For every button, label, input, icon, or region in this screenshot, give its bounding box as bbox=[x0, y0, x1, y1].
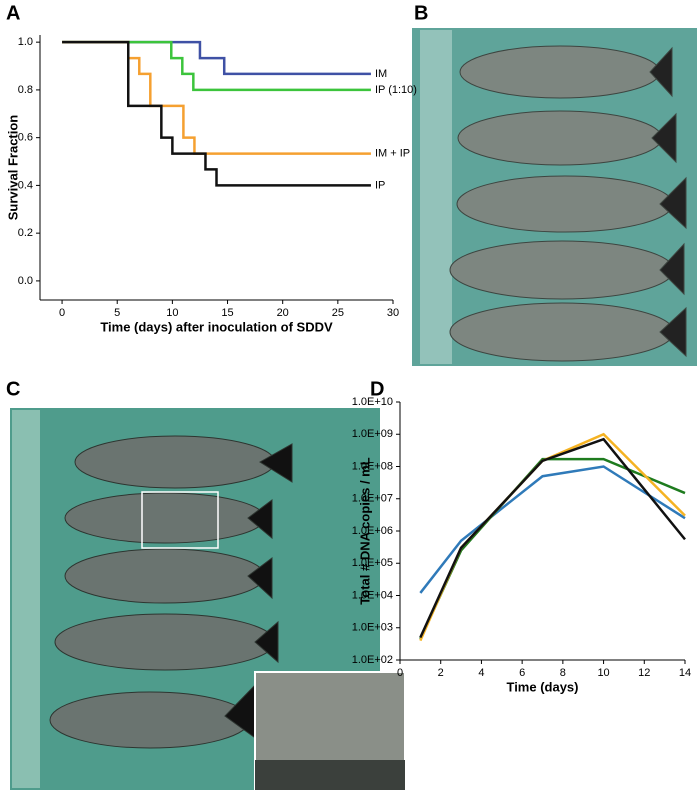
series-line bbox=[62, 40, 371, 187]
y-tick-label: 1.0E+04 bbox=[352, 589, 393, 601]
x-tick-label: 0 bbox=[397, 667, 403, 679]
x-tick-label: 2 bbox=[438, 667, 444, 679]
x-tick-label: 15 bbox=[221, 307, 233, 319]
x-tick-label: 30 bbox=[387, 307, 399, 319]
panel-label: A bbox=[6, 2, 20, 24]
y-axis-label: Survival Fraction bbox=[5, 115, 20, 221]
x-tick-label: 8 bbox=[560, 667, 566, 679]
x-tick-label: 10 bbox=[166, 307, 178, 319]
y-tick-label: 1.0E+08 bbox=[352, 460, 393, 472]
photo-c bbox=[10, 408, 406, 791]
series-line bbox=[419, 465, 686, 594]
panel-label: D bbox=[370, 378, 384, 400]
x-tick-label: 6 bbox=[519, 667, 525, 679]
series-line bbox=[62, 40, 371, 92]
y-tick-label: 1.0E+05 bbox=[352, 557, 393, 569]
x-axis-label: Time (days) after inoculation of SDDV bbox=[100, 319, 333, 334]
y-tick-label: 1.0E+07 bbox=[352, 493, 393, 505]
series-line bbox=[62, 40, 371, 76]
y-tick-label: 1.0E+09 bbox=[352, 428, 393, 440]
y-axis-label: Total # DNA copies / mL bbox=[357, 457, 372, 604]
y-tick-label: 0.0 bbox=[18, 275, 33, 287]
series-line bbox=[419, 432, 686, 642]
y-tick-label: 1.0E+10 bbox=[352, 396, 393, 408]
x-tick-label: 25 bbox=[332, 307, 344, 319]
x-tick-label: 0 bbox=[59, 307, 65, 319]
x-tick-label: 12 bbox=[638, 667, 650, 679]
x-tick-label: 5 bbox=[114, 307, 120, 319]
y-tick-label: 1.0E+06 bbox=[352, 525, 393, 537]
y-tick-label: 0.4 bbox=[18, 179, 33, 191]
x-tick-label: 14 bbox=[679, 667, 691, 679]
y-tick-label: 0.6 bbox=[18, 132, 33, 144]
series-label: IP (1:10) bbox=[375, 84, 417, 96]
y-tick-label: 0.8 bbox=[18, 84, 33, 96]
y-tick-label: 0.2 bbox=[18, 227, 33, 239]
x-tick-label: 20 bbox=[277, 307, 289, 319]
photo-b bbox=[412, 28, 697, 366]
y-tick-label: 1.0 bbox=[18, 36, 33, 48]
panel-label: C bbox=[6, 378, 20, 400]
x-tick-label: 4 bbox=[478, 667, 484, 679]
series-label: IP bbox=[375, 179, 385, 191]
x-axis-label: Time (days) bbox=[506, 679, 578, 694]
x-tick-label: 10 bbox=[597, 667, 609, 679]
series-label: IM bbox=[375, 68, 387, 80]
series-line bbox=[419, 437, 686, 638]
y-tick-label: 1.0E+03 bbox=[352, 622, 393, 634]
series-label: IM + IP bbox=[375, 148, 410, 160]
y-tick-label: 1.0E+02 bbox=[352, 654, 393, 666]
panel-label: B bbox=[414, 2, 428, 24]
